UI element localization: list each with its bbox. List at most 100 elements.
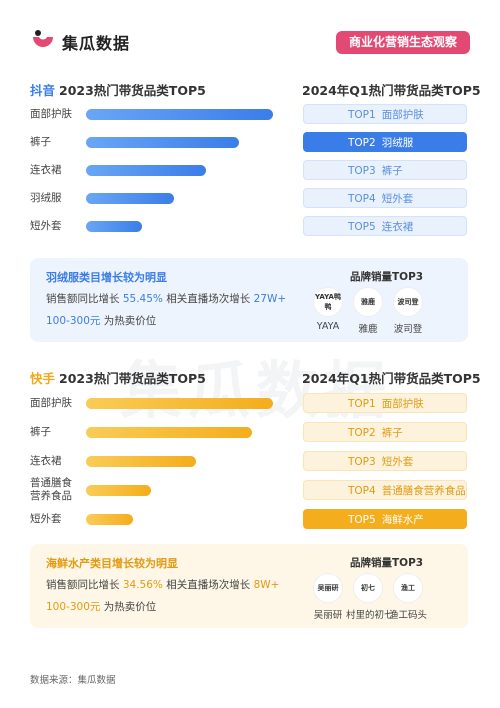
rank-category: 连衣裙 [381, 221, 414, 233]
douyin-2023-title: 抖音 2023热门带货品类TOP5 [30, 80, 206, 99]
kuaishou-price-value: 100-300元 [46, 601, 101, 613]
brand-name: 吴丽研 [313, 610, 343, 621]
douyin-2024-title: 2024年Q1热门带货品类TOP5 [302, 83, 481, 98]
kuaishou-category-label: 短外套 [30, 513, 62, 525]
kuaishou-brand-item: 初七 村里的初七 [346, 573, 394, 621]
rank-category: 海鲜水产 [381, 514, 424, 526]
douyin-sessions-value: 27W+ [253, 293, 287, 305]
kuaishou-sessions-label: 相关直播场次增长 [166, 579, 251, 591]
douyin-price-value: 100-300元 [46, 315, 101, 327]
kuaishou-2023-title: 快手 2023热门带货品类TOP5 [30, 368, 206, 387]
douyin-price-label: 为热卖价位 [103, 315, 157, 327]
rank-category: 短外套 [381, 193, 414, 205]
rank-number: TOP1 [348, 398, 376, 410]
brand-name: 波司登 [393, 324, 423, 335]
rank-category: 裤子 [381, 427, 403, 439]
douyin-category-label: 面部护肤 [30, 108, 72, 120]
kuaishou-insight-panel: 海鲜水产类目增长较为明显 销售额同比增长 34.56% 相关直播场次增长 8W+… [30, 544, 468, 628]
douyin-category-bar [86, 221, 143, 232]
kuaishou-brands-title: 品牌销量TOP3 [350, 557, 424, 569]
douyin-brands-title: 品牌销量TOP3 [350, 271, 424, 283]
kuaishou-rank-item: TOP1 面部护肤 [303, 393, 467, 413]
douyin-category-bar [86, 165, 206, 176]
kuaishou-insight-text: 销售额同比增长 34.56% 相关直播场次增长 8W+ 100-300元 为热卖… [46, 574, 316, 618]
douyin-insight-text: 销售额同比增长 55.45% 相关直播场次增长 27W+ 100-300元 为热… [46, 288, 316, 332]
brand-name: 村里的初七 [346, 610, 394, 621]
douyin-2023-title-text: 2023热门带货品类TOP5 [59, 83, 206, 98]
rank-category: 面部护肤 [381, 109, 424, 121]
kuaishou-category-label: 面部护肤 [30, 397, 72, 409]
rank-number: TOP4 [348, 485, 376, 497]
douyin-rank-item: TOP5 连衣裙 [303, 216, 467, 236]
brand-logo-icon: YAYA鸭鸭 [313, 287, 343, 317]
kuaishou-insight-heading: 海鲜水产类目增长较为明显 [46, 557, 178, 570]
douyin-rank-item: TOP1 面部护肤 [303, 104, 467, 124]
kuaishou-price-label: 为热卖价位 [103, 601, 157, 613]
rank-category: 裤子 [381, 165, 403, 177]
kuaishou-category-label: 连衣裙 [30, 455, 62, 467]
rank-category: 羽绒服 [381, 137, 414, 149]
rank-category: 短外套 [381, 456, 414, 468]
header: 集瓜数据 商业化营销生态观察 [0, 0, 500, 60]
douyin-rank-item: TOP3 裤子 [303, 160, 467, 180]
douyin-insight-panel: 羽绒服类目增长较为明显 销售额同比增长 55.45% 相关直播场次增长 27W+… [30, 258, 468, 342]
rank-number: TOP2 [348, 137, 376, 149]
rank-category: 普通膳食营养食品 [381, 485, 466, 497]
douyin-platform-label: 抖音 [30, 83, 56, 98]
kuaishou-brand-item: 吴丽研 吴丽研 [306, 573, 350, 621]
kuaishou-2024-title: 2024年Q1热门带货品类TOP5 [302, 371, 481, 386]
kuaishou-rank-item: TOP2 裤子 [303, 422, 467, 442]
douyin-rank-item: TOP2 羽绒服 [303, 132, 467, 152]
kuaishou-platform-label: 快手 [30, 371, 56, 386]
douyin-brand-item: 雅鹿 雅鹿 [346, 287, 390, 335]
rank-number: TOP5 [348, 514, 376, 526]
kuaishou-brand-item: 渔工 渔工码头 [386, 573, 430, 621]
kuaishou-sessions-value: 8W+ [253, 579, 280, 591]
kuaishou-rank-item: TOP3 短外套 [303, 451, 467, 471]
brand-logo-icon: 吴丽研 [313, 573, 343, 603]
watermark: 集瓜数据 [120, 354, 393, 427]
rank-category: 面部护肤 [381, 398, 424, 410]
brand-logo-icon: 渔工 [393, 573, 423, 603]
kuaishou-growth-value: 34.56% [122, 579, 163, 591]
rank-number: TOP3 [348, 165, 376, 177]
douyin-growth-label: 销售额同比增长 [46, 293, 120, 305]
douyin-category-label: 连衣裙 [30, 164, 62, 176]
rank-number: TOP1 [348, 109, 376, 121]
douyin-category-label: 短外套 [30, 220, 62, 232]
kuaishou-growth-label: 销售额同比增长 [46, 579, 120, 591]
kuaishou-category-bar [86, 456, 197, 467]
header-badge: 商业化营销生态观察 [335, 31, 470, 54]
brand-name: 渔工码头 [388, 610, 427, 621]
brand-name: YAYA [316, 321, 340, 332]
douyin-growth-value: 55.45% [122, 293, 163, 305]
kuaishou-category-bar [86, 485, 152, 496]
brand-logo-icon: 波司登 [393, 287, 423, 317]
douyin-sessions-label: 相关直播场次增长 [166, 293, 251, 305]
brand-name: 集瓜数据 [62, 34, 131, 53]
kuaishou-category-bar [86, 398, 273, 409]
kuaishou-category-label: 普通膳食 营养食品 [30, 477, 72, 502]
douyin-category-label: 裤子 [30, 136, 51, 148]
kuaishou-rank-item: TOP4 普通膳食营养食品 [303, 480, 467, 500]
brand-logo-icon [33, 30, 53, 47]
kuaishou-category-label: 裤子 [30, 426, 51, 438]
douyin-category-bar [86, 137, 240, 148]
rank-number: TOP3 [348, 456, 376, 468]
rank-number: TOP5 [348, 221, 376, 233]
douyin-brand-item: 波司登 波司登 [386, 287, 430, 335]
douyin-category-bar [86, 193, 174, 204]
data-source-footer: 数据来源：集瓜数据 [30, 675, 116, 686]
douyin-insight-heading: 羽绒服类目增长较为明显 [46, 271, 167, 284]
kuaishou-category-bar [86, 514, 133, 525]
brand-logo-icon: 雅鹿 [353, 287, 383, 317]
douyin-category-label: 羽绒服 [30, 192, 62, 204]
kuaishou-category-bar [86, 427, 253, 438]
kuaishou-2023-title-text: 2023热门带货品类TOP5 [59, 371, 206, 386]
douyin-brand-item: YAYA鸭鸭 YAYA [306, 287, 350, 332]
douyin-rank-item: TOP4 短外套 [303, 188, 467, 208]
douyin-category-bar [86, 109, 273, 120]
rank-number: TOP2 [348, 427, 376, 439]
kuaishou-rank-item: TOP5 海鲜水产 [303, 509, 467, 529]
brand-name: 雅鹿 [358, 324, 378, 335]
